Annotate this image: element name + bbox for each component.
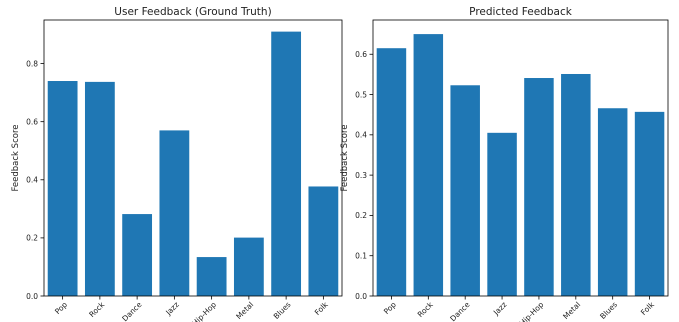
bar-pop: [376, 48, 407, 297]
chart-title: Predicted Feedback: [469, 6, 573, 18]
bar-dance: [122, 214, 153, 296]
x-tick-label-rock: Rock: [87, 300, 107, 320]
bar-hip-hop: [524, 78, 554, 296]
y-tick-label: 0.4: [26, 176, 38, 185]
x-tick-label-pop: Pop: [53, 300, 69, 316]
x-tick-label-pop: Pop: [382, 300, 398, 316]
subplot-predicted-feedback: Predicted Feedback Feedback Score 0.0 0.1 0.…: [340, 6, 669, 322]
bar-rock: [84, 81, 115, 296]
x-tick-label-rock: Rock: [416, 300, 436, 320]
bar-pop: [47, 81, 78, 296]
bar-jazz: [487, 132, 517, 296]
chart-title: User Feedback (Ground Truth): [114, 6, 271, 18]
bar-metal: [233, 237, 264, 296]
x-tick-label-dance: Dance: [120, 300, 144, 322]
bar-folk: [634, 111, 665, 296]
y-tick-label: 0.5: [355, 90, 367, 99]
axes-frame: [372, 19, 669, 297]
y-axis-label: Feedback Score: [11, 125, 21, 192]
y-tick-label: 0.2: [355, 211, 367, 220]
x-tick-label-jazz: Jazz: [163, 300, 180, 317]
x-tick-label-blues: Blues: [272, 300, 293, 321]
bar-rock: [413, 34, 444, 297]
y-tick-label: 0.4: [355, 131, 367, 140]
y-tick-label: 0.6: [355, 50, 367, 59]
y-tick-label: 0.0: [355, 292, 367, 301]
bar-dance: [450, 85, 480, 296]
y-axis-label: Feedback Score: [340, 125, 350, 192]
bar-blues: [597, 108, 628, 297]
x-tick-label-metal: Metal: [561, 300, 582, 321]
x-tick-label-hip-hop: Hip-Hop: [190, 300, 218, 322]
bar-metal: [561, 73, 591, 296]
x-tick-label-jazz: Jazz: [491, 300, 508, 317]
x-tick-label-dance: Dance: [448, 300, 472, 322]
x-tick-label-metal: Metal: [234, 300, 255, 321]
y-tick-label: 0.8: [26, 59, 38, 68]
y-tick-label: 0.0: [26, 292, 38, 301]
x-tick-label-blues: Blues: [598, 300, 619, 321]
subplot-user-feedback: User Feedback (Ground Truth) Feedback Sco…: [11, 6, 343, 322]
y-tick-label: 0.2: [26, 234, 38, 243]
y-tick-label: 0.6: [26, 117, 38, 126]
bar-jazz: [159, 130, 190, 296]
x-tick-label-folk: Folk: [313, 300, 330, 317]
x-tick-label-folk: Folk: [639, 300, 656, 317]
axes-frame: [43, 19, 343, 297]
bar-blues: [271, 31, 302, 296]
y-tick-label: 0.3: [355, 171, 367, 180]
x-tick-label-hip-hop: Hip-Hop: [518, 300, 546, 322]
bar-hip-hop: [196, 257, 227, 296]
y-tick-label: 0.1: [355, 252, 367, 261]
bar-folk: [308, 186, 339, 296]
